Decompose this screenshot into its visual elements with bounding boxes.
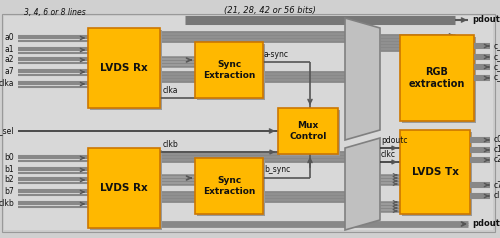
Text: clkc: clkc bbox=[381, 150, 396, 159]
Text: clka: clka bbox=[163, 86, 178, 95]
Bar bbox=[197, 160, 265, 216]
Text: c2: c2 bbox=[494, 155, 500, 164]
Bar bbox=[280, 110, 340, 156]
Text: b0: b0 bbox=[4, 154, 14, 163]
Text: a0: a0 bbox=[4, 34, 14, 43]
Bar bbox=[400, 130, 470, 214]
Text: c_b: c_b bbox=[494, 63, 500, 71]
Bar bbox=[402, 132, 472, 216]
Text: LVDS Rx: LVDS Rx bbox=[100, 63, 148, 73]
Text: b2: b2 bbox=[4, 175, 14, 184]
Text: pdouta: pdouta bbox=[472, 15, 500, 25]
Text: c0: c0 bbox=[494, 135, 500, 144]
Bar bbox=[88, 148, 160, 228]
Text: c_r: c_r bbox=[494, 41, 500, 50]
Bar bbox=[278, 108, 338, 154]
Text: mux_sel: mux_sel bbox=[0, 127, 14, 135]
Text: 3, 4, 6 or 8 lines: 3, 4, 6 or 8 lines bbox=[24, 8, 86, 16]
Bar bbox=[90, 30, 162, 110]
Text: c1: c1 bbox=[494, 145, 500, 154]
Text: a2: a2 bbox=[4, 55, 14, 64]
Text: LVDS Rx: LVDS Rx bbox=[100, 183, 148, 193]
Bar bbox=[197, 44, 265, 100]
Text: pdoutc: pdoutc bbox=[381, 136, 407, 145]
Text: b1: b1 bbox=[4, 165, 14, 174]
Text: clkb: clkb bbox=[0, 199, 14, 208]
Bar bbox=[4, 16, 493, 230]
Text: (21, 28, 42 or 56 bits): (21, 28, 42 or 56 bits) bbox=[224, 5, 316, 15]
Text: Sync
Extraction: Sync Extraction bbox=[203, 60, 255, 80]
Text: c7: c7 bbox=[494, 180, 500, 189]
Text: a-sync: a-sync bbox=[264, 50, 289, 59]
Bar bbox=[88, 28, 160, 108]
Text: b7: b7 bbox=[4, 188, 14, 197]
Polygon shape bbox=[345, 138, 380, 230]
Bar bbox=[402, 37, 476, 123]
Text: clkb: clkb bbox=[163, 140, 179, 149]
Text: pdoutb: pdoutb bbox=[472, 219, 500, 228]
Text: clkc: clkc bbox=[494, 192, 500, 200]
Bar bbox=[195, 42, 263, 98]
Bar bbox=[400, 35, 474, 121]
Text: c_sync: c_sync bbox=[494, 74, 500, 83]
Bar bbox=[195, 158, 263, 214]
Text: clka: clka bbox=[0, 79, 14, 89]
Text: RGB
extraction: RGB extraction bbox=[409, 67, 465, 89]
Text: a7: a7 bbox=[4, 68, 14, 76]
Bar bbox=[90, 150, 162, 230]
Text: c_g: c_g bbox=[494, 53, 500, 61]
Polygon shape bbox=[345, 18, 380, 140]
Text: LVDS Tx: LVDS Tx bbox=[412, 167, 459, 177]
Text: b_sync: b_sync bbox=[264, 165, 290, 174]
Text: a1: a1 bbox=[4, 45, 14, 55]
Text: Mux
Control: Mux Control bbox=[290, 121, 327, 141]
Text: Sync
Extraction: Sync Extraction bbox=[203, 176, 255, 196]
